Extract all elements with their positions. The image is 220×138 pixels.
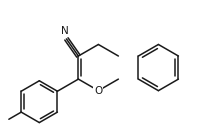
- Text: O: O: [94, 86, 103, 96]
- Text: N: N: [61, 26, 69, 36]
